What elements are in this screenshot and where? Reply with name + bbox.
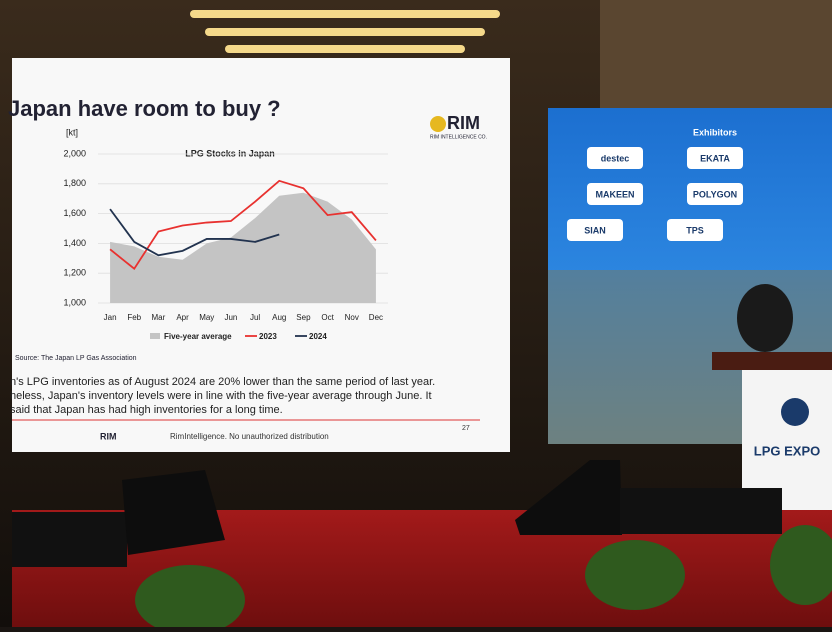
legend-label: 2023 [259, 332, 277, 341]
x-tick-label: Aug [272, 313, 286, 322]
y-tick-label: 1,400 [63, 238, 86, 248]
body-line: n's LPG inventories as of August 2024 ar… [10, 376, 435, 388]
legend-label: 2024 [309, 332, 327, 341]
y-tick-label: 1,000 [63, 297, 86, 307]
legend-swatch [150, 333, 160, 339]
x-tick-label: Apr [176, 313, 189, 322]
source: Source: The Japan LP Gas Association [15, 355, 137, 362]
y-unit: [kt] [66, 127, 78, 137]
page-number: 27 [462, 425, 470, 432]
x-tick-label: Nov [345, 313, 359, 322]
x-tick-label: May [199, 313, 214, 322]
exhibitor-name: MAKEEN [595, 189, 634, 199]
x-tick-label: Jun [224, 313, 237, 322]
chandelier [190, 10, 500, 53]
logo: RIM [447, 113, 480, 133]
legend-label: Five-year average [164, 332, 232, 341]
speaker-box [12, 512, 127, 567]
speaker-person [737, 284, 793, 352]
x-tick-label: Mar [152, 313, 166, 322]
photo: Japan have room to buy ? RIM RIM INTELLI… [0, 0, 832, 627]
footer: RimIntelligence. No unauthorized distrib… [170, 432, 329, 441]
speaker-box [620, 488, 782, 534]
podium-label: LPG EXPO [754, 443, 820, 458]
x-tick-label: Oct [321, 313, 334, 322]
y-tick-label: 1,600 [63, 208, 86, 218]
body-line: said that Japan has had high inventories… [10, 404, 283, 416]
x-tick-label: Jan [104, 313, 117, 322]
logo-icon [430, 116, 446, 132]
wall [600, 0, 832, 110]
logo-sub: RIM INTELLIGENCE CO. [430, 134, 487, 140]
body-line: heless, Japan's inventory levels were in… [10, 390, 432, 402]
exhibitor-name: POLYGON [693, 189, 737, 199]
screen-title: Exhibitors [693, 127, 737, 137]
y-tick-label: 1,800 [63, 178, 86, 188]
exhibitor-name: destec [601, 153, 630, 163]
podium-top [712, 352, 832, 370]
exhibitor-name: EKATA [700, 153, 730, 163]
podium-logo [781, 398, 809, 426]
footer-logo: RIM [100, 431, 117, 441]
x-tick-label: Dec [369, 313, 383, 322]
chart-title: LPG Stocks in Japan [185, 148, 275, 158]
exhibitor-name: SIAN [584, 225, 606, 235]
y-tick-label: 2,000 [63, 148, 86, 158]
slide-title: Japan have room to buy ? [8, 96, 281, 121]
plant [585, 540, 685, 610]
x-tick-label: Feb [127, 313, 141, 322]
exhibitor-name: TPS [686, 225, 704, 235]
x-tick-label: Jul [250, 313, 260, 322]
x-tick-label: Sep [296, 313, 311, 322]
y-tick-label: 1,200 [63, 268, 86, 278]
